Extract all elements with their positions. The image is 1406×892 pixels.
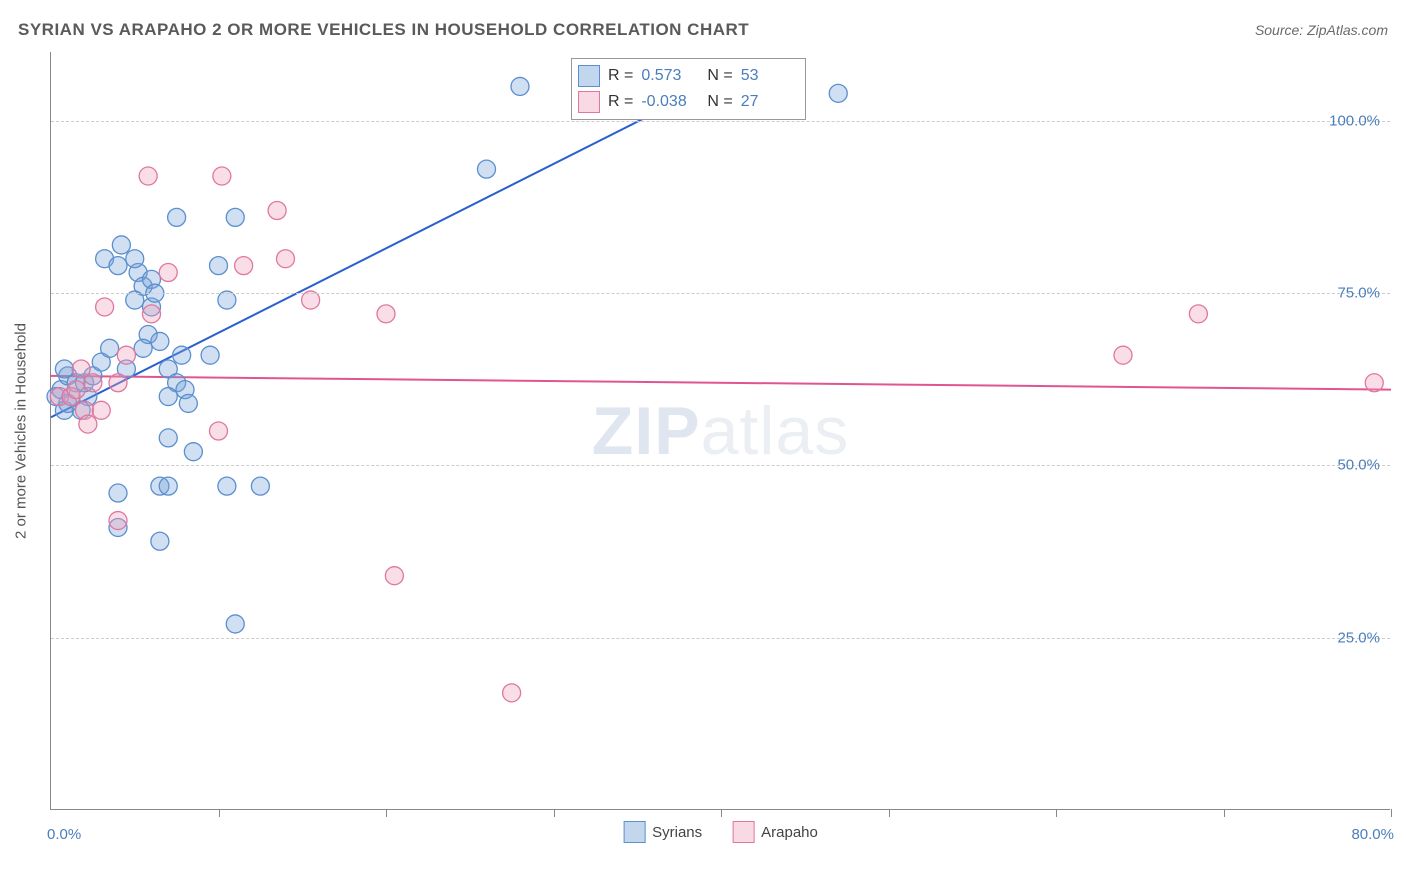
- data-point-arapaho: [109, 512, 127, 530]
- data-point-syrians: [151, 532, 169, 550]
- data-point-syrians: [159, 429, 177, 447]
- data-point-arapaho: [235, 257, 253, 275]
- chart-title: SYRIAN VS ARAPAHO 2 OR MORE VEHICLES IN …: [18, 20, 749, 40]
- data-point-syrians: [151, 332, 169, 350]
- plot-svg: [51, 52, 1390, 809]
- stats-legend-box: R = 0.573 N = 53 R = -0.038 N = 27: [571, 58, 806, 120]
- x-tick: [1224, 809, 1225, 817]
- y-tick-label: 100.0%: [1329, 112, 1380, 129]
- data-point-arapaho: [268, 201, 286, 219]
- data-point-arapaho: [72, 360, 90, 378]
- data-point-syrians: [218, 477, 236, 495]
- legend-item-arapaho: Arapaho: [732, 821, 818, 843]
- data-point-arapaho: [1189, 305, 1207, 323]
- series-legend: Syrians Arapaho: [623, 821, 818, 843]
- data-point-arapaho: [1114, 346, 1132, 364]
- data-point-syrians: [126, 250, 144, 268]
- data-point-syrians: [251, 477, 269, 495]
- syrians-n-value: 53: [741, 67, 799, 85]
- x-tick: [386, 809, 387, 817]
- data-point-syrians: [159, 388, 177, 406]
- x-tick: [1391, 809, 1392, 817]
- stats-row-syrians: R = 0.573 N = 53: [578, 63, 799, 89]
- r-label: R =: [608, 93, 633, 111]
- legend-label-arapaho: Arapaho: [761, 824, 818, 841]
- data-point-syrians: [184, 443, 202, 461]
- data-point-syrians: [201, 346, 219, 364]
- title-bar: SYRIAN VS ARAPAHO 2 OR MORE VEHICLES IN …: [18, 20, 1388, 40]
- swatch-syrians: [578, 65, 600, 87]
- x-tick: [554, 809, 555, 817]
- y-tick-label: 75.0%: [1337, 285, 1380, 302]
- gridline: [51, 121, 1390, 122]
- data-point-syrians: [829, 84, 847, 102]
- data-point-arapaho: [377, 305, 395, 323]
- data-point-arapaho: [117, 346, 135, 364]
- data-point-arapaho: [159, 264, 177, 282]
- data-point-syrians: [109, 257, 127, 275]
- data-point-syrians: [55, 360, 73, 378]
- data-point-syrians: [478, 160, 496, 178]
- y-tick-label: 25.0%: [1337, 629, 1380, 646]
- x-axis-min-label: 0.0%: [47, 826, 81, 843]
- legend-label-syrians: Syrians: [652, 824, 702, 841]
- data-point-arapaho: [143, 305, 161, 323]
- data-point-arapaho: [277, 250, 295, 268]
- gridline: [51, 638, 1390, 639]
- data-point-arapaho: [92, 401, 110, 419]
- source-credit: Source: ZipAtlas.com: [1255, 22, 1388, 38]
- arapaho-r-value: -0.038: [641, 93, 699, 111]
- data-point-arapaho: [79, 415, 97, 433]
- legend-item-syrians: Syrians: [623, 821, 702, 843]
- gridline: [51, 293, 1390, 294]
- x-axis-max-label: 80.0%: [1351, 826, 1394, 843]
- x-tick: [1056, 809, 1057, 817]
- data-point-arapaho: [96, 298, 114, 316]
- regression-line-syrians: [51, 80, 721, 418]
- data-point-arapaho: [385, 567, 403, 585]
- data-point-syrians: [112, 236, 130, 254]
- data-point-syrians: [173, 346, 191, 364]
- data-point-syrians: [101, 339, 119, 357]
- data-point-syrians: [511, 77, 529, 95]
- data-point-arapaho: [109, 374, 127, 392]
- data-point-syrians: [210, 257, 228, 275]
- swatch-syrians: [623, 821, 645, 843]
- regression-line-arapaho: [51, 376, 1391, 390]
- data-point-syrians: [179, 394, 197, 412]
- x-tick: [889, 809, 890, 817]
- scatter-plot: 2 or more Vehicles in Household ZIPatlas…: [50, 52, 1390, 810]
- data-point-arapaho: [503, 684, 521, 702]
- n-label: N =: [707, 93, 732, 111]
- data-point-arapaho: [67, 381, 85, 399]
- data-point-syrians: [109, 484, 127, 502]
- arapaho-n-value: 27: [741, 93, 799, 111]
- swatch-arapaho: [578, 91, 600, 113]
- data-point-arapaho: [1365, 374, 1383, 392]
- data-point-syrians: [226, 615, 244, 633]
- syrians-r-value: 0.573: [641, 67, 699, 85]
- y-axis-title: 2 or more Vehicles in Household: [13, 323, 30, 539]
- data-point-syrians: [159, 477, 177, 495]
- data-point-arapaho: [213, 167, 231, 185]
- x-tick: [721, 809, 722, 817]
- data-point-syrians: [226, 208, 244, 226]
- data-point-syrians: [168, 208, 186, 226]
- gridline: [51, 465, 1390, 466]
- n-label: N =: [707, 67, 732, 85]
- stats-row-arapaho: R = -0.038 N = 27: [578, 89, 799, 115]
- r-label: R =: [608, 67, 633, 85]
- y-tick-label: 50.0%: [1337, 457, 1380, 474]
- swatch-arapaho: [732, 821, 754, 843]
- data-point-arapaho: [210, 422, 228, 440]
- data-point-arapaho: [139, 167, 157, 185]
- data-point-syrians: [134, 339, 152, 357]
- x-tick: [219, 809, 220, 817]
